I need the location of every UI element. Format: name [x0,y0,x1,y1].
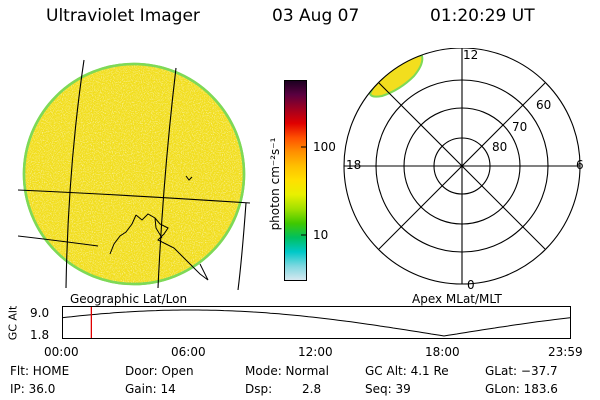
altitude-ylabel: GC Alt [6,305,20,341]
status-gain: Gain: 14 [125,382,176,396]
apex-polar-plot [343,48,581,285]
status-seq: Seq: 39 [365,382,411,396]
xtick-0600: 06:00 [171,345,206,359]
xtick-1200: 12:00 [298,345,333,359]
mlt-label-12: 12 [463,48,479,62]
mlat-label-60: 60 [536,98,552,112]
apex-caption: Apex MLat/MLT [412,292,502,306]
status-glat: GLat: −37.7 [485,364,558,378]
altitude-plot [62,306,572,339]
status-glon: GLon: 183.6 [485,382,558,396]
status-gc-alt: GC Alt: 4.1 Re [365,364,449,378]
xtick-1800: 18:00 [425,345,460,359]
xtick-0000: 00:00 [44,345,79,359]
mlt-label-0: 0 [467,278,475,292]
status-door: Door: Open [125,364,194,378]
colorbar-unit-label: photon cm⁻²s⁻¹ [268,137,282,231]
coastline [109,175,209,281]
colorbar-tick-100: 100 [313,140,336,154]
altitude-ytick-bottom: 1.8 [30,328,50,342]
lat-lon-grid [18,59,250,290]
mlat-label-80: 80 [492,140,508,154]
mlat-label-70: 70 [512,120,528,134]
geographic-caption: Geographic Lat/Lon [70,292,188,306]
polar-grid [343,48,581,285]
date-label: 03 Aug 07 [272,6,360,26]
geographic-image [18,59,250,290]
colorbar [284,80,307,281]
speckle-texture [24,64,244,284]
status-dsp-label: Dsp: [245,382,273,396]
colorbar-tick-10: 10 [313,228,329,242]
time-label: 01:20:29 UT [430,6,535,26]
altitude-ytick-top: 9.0 [30,306,50,320]
auroral-oval [368,54,424,98]
mlt-label-18: 18 [346,158,362,172]
xtick-2359: 23:59 [548,345,583,359]
altitude-curve [62,309,572,337]
instrument-title: Ultraviolet Imager [46,6,200,26]
status-ip: IP: 36.0 [10,382,56,396]
mlt-label-6: 6 [576,158,584,172]
status-mode: Mode: Normal [245,364,329,378]
status-flt: Flt: HOME [10,364,70,378]
status-dsp-value: 2.8 [302,382,322,396]
